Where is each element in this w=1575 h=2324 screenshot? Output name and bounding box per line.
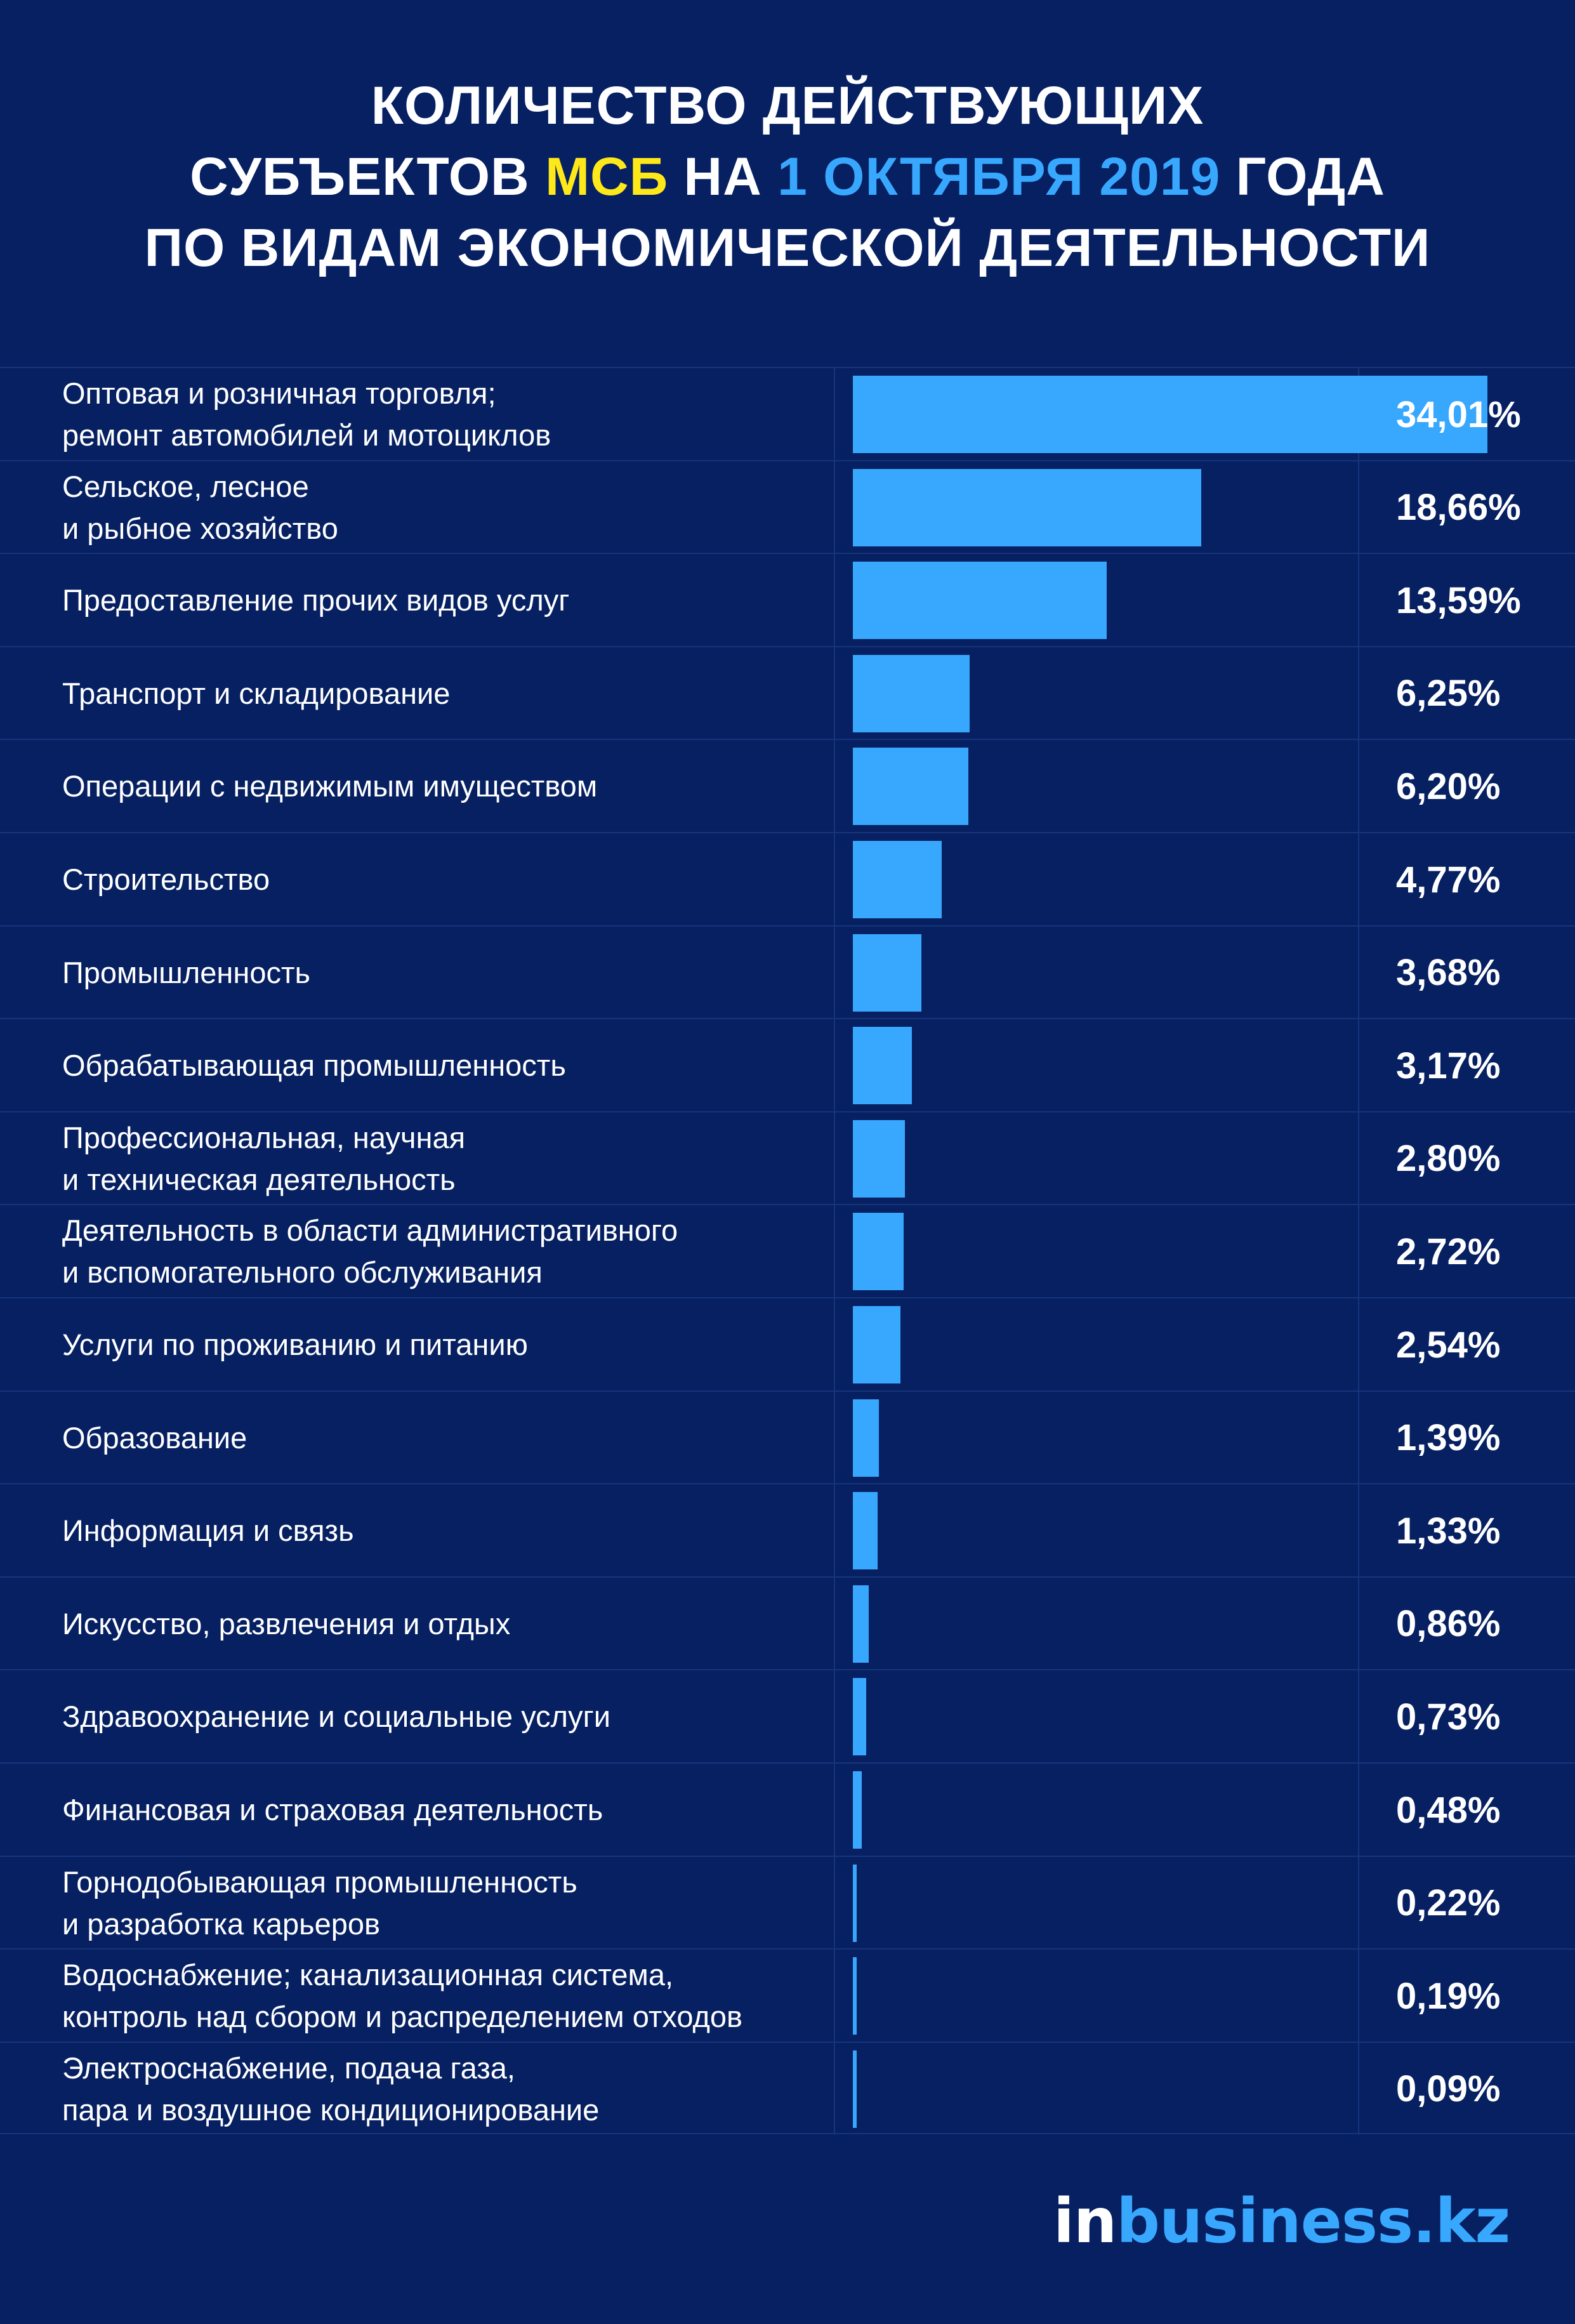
value-label: 2,72% — [1396, 1231, 1501, 1272]
value-label: 4,77% — [1396, 859, 1501, 901]
table-row: Деятельность в области административного… — [0, 1204, 1575, 1297]
value-label: 6,25% — [1396, 673, 1501, 715]
title-highlight-msb: МСБ — [545, 147, 669, 206]
title-line-2-part-a: СУБЪЕКТОВ — [190, 147, 546, 206]
value-label: 3,17% — [1396, 1045, 1501, 1086]
bar — [853, 1399, 879, 1477]
value-label: 3,68% — [1396, 952, 1501, 994]
table-row: Оптовая и розничная торговля; ремонт авт… — [0, 367, 1575, 459]
bar — [853, 1213, 904, 1291]
title-line-2: СУБЪЕКТОВ МСБ НА 1 ОКТЯБРЯ 2019 ГОДА — [0, 141, 1575, 212]
table-row: Сельское, лесное и рыбное хозяйство 18,66… — [0, 459, 1575, 553]
bar — [853, 376, 1487, 453]
table-row: Операции с недвижимым имуществом 6,20% — [0, 739, 1575, 831]
value-label: 0,19% — [1396, 1975, 1501, 2017]
category-label: Электроснабжение, подача газа, пара и во… — [62, 2050, 600, 2127]
category-label: Здравоохранение и социальные услуги — [62, 1700, 610, 1734]
table-row: Водоснабжение; канализационная система, … — [0, 1948, 1575, 2041]
bar — [853, 841, 942, 918]
table-row: Здравоохранение и социальные услуги 0,73% — [0, 1669, 1575, 1762]
table-row: Горнодобывающая промышленность и разрабо… — [0, 1855, 1575, 1948]
bar — [853, 1678, 867, 1756]
category-label: Профессиональная, научная и техническая … — [62, 1120, 466, 1196]
table-row: Искусство, развлечения и отдых 0,86% — [0, 1576, 1575, 1669]
table-row: Образование 1,39% — [0, 1390, 1575, 1483]
chart-table: Оптовая и розничная торговля; ремонт авт… — [0, 367, 1575, 2135]
bar — [853, 1864, 857, 1942]
category-label: Строительство — [62, 862, 270, 896]
category-label: Финансовая и страховая деятельность — [62, 1793, 603, 1826]
title-line-1: КОЛИЧЕСТВО ДЕЙСТВУЮЩИХ — [371, 76, 1204, 135]
category-label: Промышленность — [62, 955, 310, 989]
category-label: Обрабатывающая промышленность — [62, 1048, 566, 1083]
value-label: 0,86% — [1396, 1603, 1501, 1645]
value-label: 0,73% — [1396, 1696, 1501, 1738]
column-divider-left — [834, 367, 835, 2135]
category-label: Искусство, развлечения и отдых — [62, 1606, 511, 1641]
bar — [853, 654, 970, 732]
chart-title: КОЛИЧЕСТВО ДЕЙСТВУЮЩИХ СУБЪЕКТОВ МСБ НА … — [0, 70, 1575, 283]
category-label: Предоставление прочих видов услуг — [62, 583, 570, 617]
title-line-2-part-b: НА — [668, 147, 778, 206]
table-row: Профессиональная, научная и техническая … — [0, 1111, 1575, 1204]
bar — [853, 562, 1107, 640]
bar — [853, 1585, 869, 1663]
table-row: Услуги по проживанию и питанию 2,54% — [0, 1297, 1575, 1390]
title-highlight-date: 1 ОКТЯБРЯ 2019 — [777, 147, 1221, 206]
category-label: Водоснабжение; канализационная система, … — [62, 1958, 743, 2034]
bar — [853, 2050, 857, 2128]
column-divider-right — [1358, 367, 1359, 2135]
category-label: Сельское, лесное и рыбное хозяйство — [62, 469, 338, 545]
value-label: 0,48% — [1396, 1789, 1501, 1831]
bar — [853, 1492, 878, 1570]
table-row: Финансовая и страховая деятельность 0,48% — [0, 1762, 1575, 1855]
value-label: 1,39% — [1396, 1417, 1501, 1459]
table-row: Обрабатывающая промышленность 3,17% — [0, 1018, 1575, 1111]
logo-part-in: in — [1053, 2186, 1117, 2257]
table-row: Электроснабжение, подача газа, пара и во… — [0, 2041, 1575, 2134]
category-label: Транспорт и складирование — [62, 676, 451, 710]
table-row: Промышленность 3,68% — [0, 925, 1575, 1018]
value-label: 0,09% — [1396, 2068, 1501, 2110]
value-label: 34,01% — [1396, 393, 1521, 435]
title-line-3: ПО ВИДАМ ЭКОНОМИЧЕСКОЙ ДЕЯТЕЛЬНОСТИ — [144, 218, 1431, 277]
bar — [853, 1119, 906, 1198]
bar — [853, 1027, 913, 1105]
logo-part-business: business.kz — [1116, 2186, 1510, 2257]
bar — [853, 934, 922, 1012]
category-label: Информация и связь — [62, 1514, 354, 1548]
table-row: Транспорт и складирование 6,25% — [0, 645, 1575, 739]
bar — [853, 468, 1201, 546]
table-row: Предоставление прочих видов услуг 13,59% — [0, 553, 1575, 645]
bar — [853, 1957, 857, 2035]
bar — [853, 1306, 900, 1383]
bar — [853, 748, 969, 826]
table-row: Строительство 4,77% — [0, 832, 1575, 925]
category-label: Операции с недвижимым имуществом — [62, 769, 598, 803]
table-row: Информация и связь 1,33% — [0, 1483, 1575, 1576]
value-label: 2,80% — [1396, 1138, 1501, 1180]
bar — [853, 1771, 862, 1849]
value-label: 2,54% — [1396, 1324, 1501, 1366]
value-label: 1,33% — [1396, 1510, 1501, 1552]
value-label: 0,22% — [1396, 1882, 1501, 1924]
value-label: 6,20% — [1396, 765, 1501, 807]
inbusiness-logo: inbusiness.kz — [1053, 2183, 1510, 2259]
category-label: Оптовая и розничная торговля; ремонт авт… — [62, 376, 551, 452]
category-label: Услуги по проживанию и питанию — [62, 1328, 528, 1361]
title-line-2-part-c: ГОДА — [1220, 147, 1385, 206]
category-label: Деятельность в области административного… — [62, 1213, 678, 1290]
value-label: 13,59% — [1396, 579, 1521, 621]
value-label: 18,66% — [1396, 487, 1521, 529]
category-label: Образование — [62, 1420, 247, 1455]
category-label: Горнодобывающая промышленность и разрабо… — [62, 1865, 577, 1941]
